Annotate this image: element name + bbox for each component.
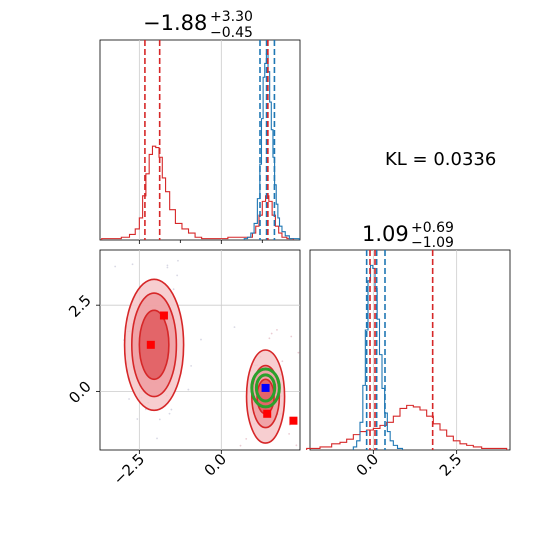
scatter-point (297, 351, 300, 354)
scatter-point (170, 408, 173, 411)
truth-marker (146, 340, 155, 349)
param1-title-minus: −0.45 (210, 25, 253, 41)
scatter-point (187, 388, 190, 391)
scatter-point (281, 360, 284, 363)
joint-x-ticks: −2.5 0.0 (110, 450, 230, 489)
joint-y-ticks: 2.5 0.0 (65, 291, 100, 407)
green-contour-ring (254, 373, 277, 403)
param1-hist-grid (138, 40, 222, 240)
param2-histogram-panel: 0.0 2.5 1.09 +0.69 −1.09 (306, 220, 511, 480)
scatter-point (295, 444, 298, 447)
scatter-point (190, 364, 193, 367)
scatter-point (245, 437, 248, 440)
param2-title: 1.09 +0.69 −1.09 (362, 220, 454, 251)
truth-marker (159, 311, 168, 320)
kl-divergence-label: KL = 0.0336 (385, 149, 496, 170)
scatter-point (200, 338, 202, 341)
blue-center-marker (261, 383, 270, 392)
param2-red-histogram (306, 404, 508, 450)
scatter-point (156, 437, 158, 440)
scatter-point (114, 265, 117, 268)
param1-red-histogram (101, 145, 294, 240)
scatter-point (131, 263, 134, 266)
truth-marker (263, 409, 272, 418)
param1-title-main: −1.88 (143, 11, 207, 35)
param2-title-minus: −1.09 (411, 235, 454, 251)
scatter-point (288, 432, 291, 435)
joint-x-tick-label: −2.5 (110, 450, 148, 488)
param2-title-plus: +0.69 (411, 220, 454, 236)
param2-title-main: 1.09 (362, 222, 409, 246)
scatter-point (177, 259, 179, 262)
scatter-point (290, 335, 293, 338)
param2-hist-frame (309, 249, 511, 451)
scatter-point (166, 266, 169, 269)
joint-truth-markers (146, 311, 298, 425)
param2-x-ticks: 0.0 2.5 (353, 450, 466, 480)
param1-title: −1.88 +3.30 −0.45 (143, 9, 253, 41)
joint-distribution-panel: −2.5 0.0 2.5 0.0 (65, 249, 301, 489)
green-contour-ring (250, 367, 281, 409)
scatter-point (270, 332, 273, 335)
scatter-point (136, 418, 139, 420)
joint-y-tick-label: 0.0 (65, 377, 95, 407)
param2-x-tick-label: 2.5 (436, 450, 466, 480)
scatter-point (239, 444, 242, 447)
joint-y-tick-label: 2.5 (65, 291, 95, 321)
scatter-point (166, 264, 169, 267)
param1-hist-frame (99, 39, 301, 241)
scatter-point (172, 288, 175, 291)
scatter-point (158, 418, 161, 421)
param1-blue-histogram (243, 53, 300, 240)
param2-hist-grid (372, 250, 458, 450)
scatter-point (176, 274, 179, 277)
param1-title-plus: +3.30 (210, 9, 253, 25)
scatter-point (268, 337, 271, 340)
param1-quantile-lines (144, 40, 276, 240)
param2-x-tick-label: 0.0 (353, 450, 383, 480)
param2-quantile-lines (365, 250, 434, 450)
scatter-point (128, 398, 130, 400)
param1-hist-ticks (138, 240, 263, 244)
scatter-point (233, 326, 236, 329)
joint-x-tick-label: 0.0 (201, 450, 231, 480)
param1-hist-series (101, 53, 300, 240)
param1-histogram-panel: −1.88 +3.30 −0.45 (99, 9, 301, 244)
truth-marker (289, 416, 298, 425)
scatter-point (276, 328, 278, 331)
scatter-point (168, 412, 171, 415)
